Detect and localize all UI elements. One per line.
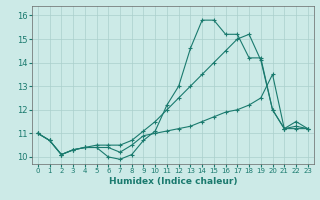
X-axis label: Humidex (Indice chaleur): Humidex (Indice chaleur) (108, 177, 237, 186)
